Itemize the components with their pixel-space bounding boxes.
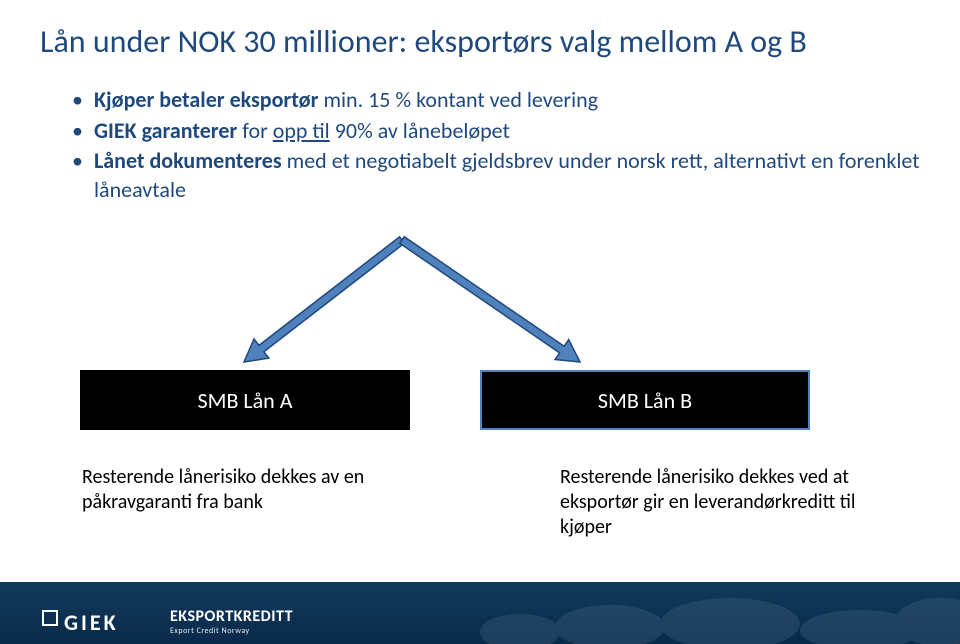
footer: GIEK EKSPORTKREDITT Export Credit Norway	[0, 582, 960, 644]
box-smb-a-label: SMB Lån A	[80, 370, 410, 430]
bullet-underline: opp til	[273, 117, 330, 144]
eksportkreditt-sub: Export Credit Norway	[170, 626, 293, 636]
giek-square-icon	[42, 610, 58, 626]
slide-title: Lån under NOK 30 millioner: eksportørs v…	[40, 22, 807, 61]
eksportkreditt-text: EKSPORTKREDITT	[170, 607, 293, 626]
bullet-item: Lånet dokumenteres med et negotiabelt gj…	[72, 147, 960, 204]
bullet-bold: GIEK garanterer	[94, 117, 237, 144]
bullet-rest: for opp til 90% av lånebeløpet	[242, 117, 510, 144]
bullet-bold: Kjøper betaler eksportør	[94, 86, 318, 113]
bullet-rest: min. 15 % kontant ved levering	[323, 86, 598, 113]
bullet-list: Kjøper betaler eksportør min. 15 % konta…	[72, 86, 960, 206]
giek-text: GIEK	[64, 609, 119, 636]
bullet-item: GIEK garanterer for opp til 90% av låneb…	[72, 117, 960, 146]
footer-map	[460, 582, 960, 644]
arrows-svg	[0, 230, 960, 380]
logo-giek: GIEK	[42, 609, 119, 636]
slide: Lån under NOK 30 millioner: eksportørs v…	[0, 0, 960, 644]
box-smb-a: SMB Lån A	[80, 370, 410, 430]
caption-a: Resterende lånerisiko dekkes av en påkra…	[82, 465, 412, 515]
bullet-item: Kjøper betaler eksportør min. 15 % konta…	[72, 86, 960, 115]
box-smb-b-label: SMB Lån B	[482, 372, 808, 428]
bullet-bold: Lånet dokumenteres	[94, 147, 282, 174]
logo-eksportkreditt: EKSPORTKREDITT Export Credit Norway	[170, 607, 293, 636]
box-smb-b: SMB Lån B	[480, 370, 810, 430]
caption-b: Resterende lånerisiko dekkes ved at eksp…	[560, 465, 880, 540]
